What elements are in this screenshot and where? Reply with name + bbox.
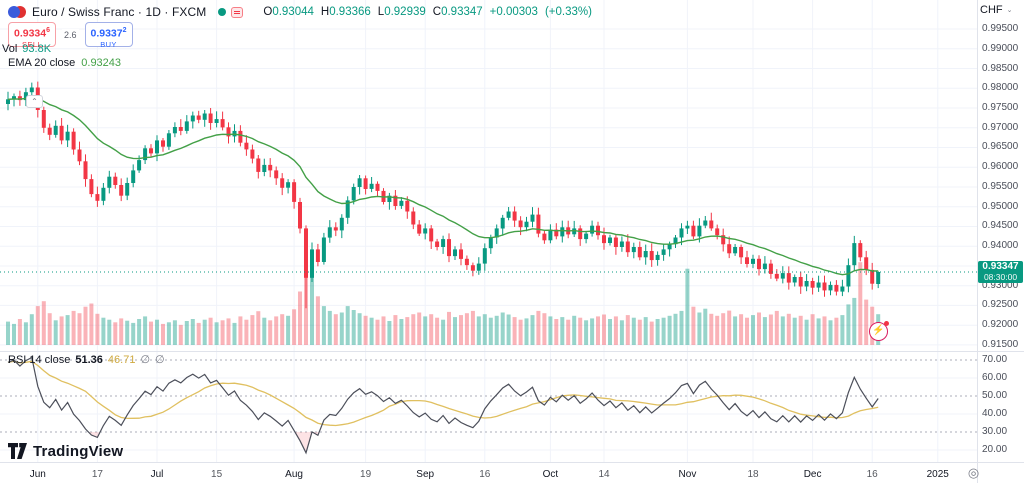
change-percent: (+0.33%) [544,6,592,18]
buy-button[interactable]: 0.93372 BUY [84,22,133,49]
time-axis-label: 15 [211,469,223,480]
price-axis-label: 0.92500 [982,299,1019,311]
ema-legend: EMA 20 close 0.93243 [8,57,121,69]
price-axis-label: 0.97500 [982,101,1019,113]
timezone-settings-icon[interactable]: ◎ [967,465,980,480]
time-axis-label: 2025 [926,469,949,480]
lightning-event-icon[interactable]: ⚡ [869,321,889,341]
time-axis-label: 18 [747,469,759,480]
legend-collapse-button[interactable]: ⌃ [26,95,43,108]
chevron-up-icon: ⌃ [31,97,38,106]
price-axis-label: 0.93000 [982,279,1019,291]
candlestick-series [6,81,881,309]
time-axis-label: Sep [416,469,435,480]
sell-label: SELL [22,39,42,49]
rsi-band1-value: ∅ [140,354,151,366]
rsi-label: RSI 14 close [8,354,71,366]
rsi-axis-label: 60.00 [982,372,1008,383]
low-value: 0.92939 [384,6,426,18]
time-axis-label: Oct [542,469,559,480]
symbol-pair-logo-icon [8,5,26,19]
price-axis-label: 0.95000 [982,200,1019,212]
currency-label: CHF [980,4,1003,16]
price-axis-label: 0.99000 [982,42,1019,54]
price-axis-label: 0.94500 [982,220,1019,232]
high-label: H [320,6,330,18]
rsi-line [7,356,879,455]
volume-value: 93.8K [22,43,52,55]
pane-separator[interactable] [0,351,1024,352]
tradingview-logo[interactable]: TradingView [8,443,123,460]
currency-selector[interactable]: CHF ⌄ [980,4,1022,16]
trade-panel: 0.93346 SELL 2.6 0.93372 BUY [8,22,133,49]
ideas-list-icon[interactable] [231,6,244,18]
rsi-axis-label: 30.00 [982,426,1008,437]
rsi-ma-value: 46.71 [107,354,136,366]
last-price-badge: 0.93347 08:30:00 [978,261,1023,283]
price-axis-label: 0.91500 [982,338,1019,350]
price-axis-label: 0.96000 [982,161,1019,173]
volume-legend: Vol 93.8K [2,43,51,55]
price-axis-label: 0.94000 [982,240,1019,252]
rsi-axis-label: 50.00 [982,390,1008,401]
bar-countdown: 08:30:00 [983,272,1018,282]
ema-label: EMA 20 close [8,57,76,69]
volume-series [6,259,881,345]
rsi-axis-label: 40.00 [982,408,1008,419]
volume-label: Vol [2,43,18,55]
rsi-value: 51.36 [75,354,103,366]
time-axis-label: Dec [803,469,822,480]
ema-line [7,96,879,276]
time-axis-border [0,462,1024,463]
rsi-axis-label: 70.00 [982,354,1008,365]
symbol-legend: Euro / Swiss Franc · 1D · FXCM O0.93044 … [8,5,592,19]
rsi-legend: RSI 14 close 51.36 46.71 ∅ ∅ [8,353,165,366]
time-axis-label: 16 [479,469,491,480]
time-axis-label: Aug [285,469,303,480]
time-axis-label: 16 [866,469,878,480]
price-axis-label: 0.97000 [982,121,1019,133]
time-axis-label: 17 [91,469,103,480]
tradingview-mark-icon [8,443,27,459]
tradingview-logo-text: TradingView [33,443,124,460]
price-axis-label: 0.98500 [982,62,1019,74]
price-axis-label: 0.99500 [982,23,1019,35]
last-price-value: 0.93347 [982,261,1019,272]
time-axis-label: Nov [678,469,697,480]
rsi-ma-line [7,360,879,427]
time-axis-label: Jun [29,469,46,480]
price-axis-border [977,0,978,483]
price-axis-label: 0.92000 [982,319,1019,331]
rsi-band2-value: ∅ [155,354,165,366]
time-axis-label: Jul [150,469,164,480]
chevron-down-icon: ⌄ [1006,7,1013,14]
buy-label: BUY [100,39,117,49]
rsi-bands [0,359,977,433]
market-status-icon [218,8,227,16]
spread-value: 2.6 [62,28,79,41]
open-value: 0.93044 [272,6,314,18]
ohlc-values: O0.93044 H0.93366 L0.92939 C0.93347 +0.0… [263,6,592,18]
sell-button[interactable]: 0.93346 SELL [8,22,56,49]
change-value: +0.00303 [489,6,538,18]
rsi-axis-label: 20.00 [982,444,1008,455]
close-value: 0.93347 [441,6,483,18]
price-axis-label: 0.96500 [982,141,1019,153]
time-axis-label: 19 [360,469,372,480]
time-axis-label: 14 [598,469,610,480]
open-label: O [263,6,273,18]
ema-value: 0.93243 [81,57,122,69]
price-axis-label: 0.98000 [982,82,1019,94]
close-label: C [432,6,442,18]
low-label: L [377,6,385,18]
symbol-title[interactable]: Euro / Swiss Franc · 1D · FXCM [32,5,207,19]
price-axis-label: 0.95500 [982,180,1019,192]
high-value: 0.93366 [329,6,371,18]
